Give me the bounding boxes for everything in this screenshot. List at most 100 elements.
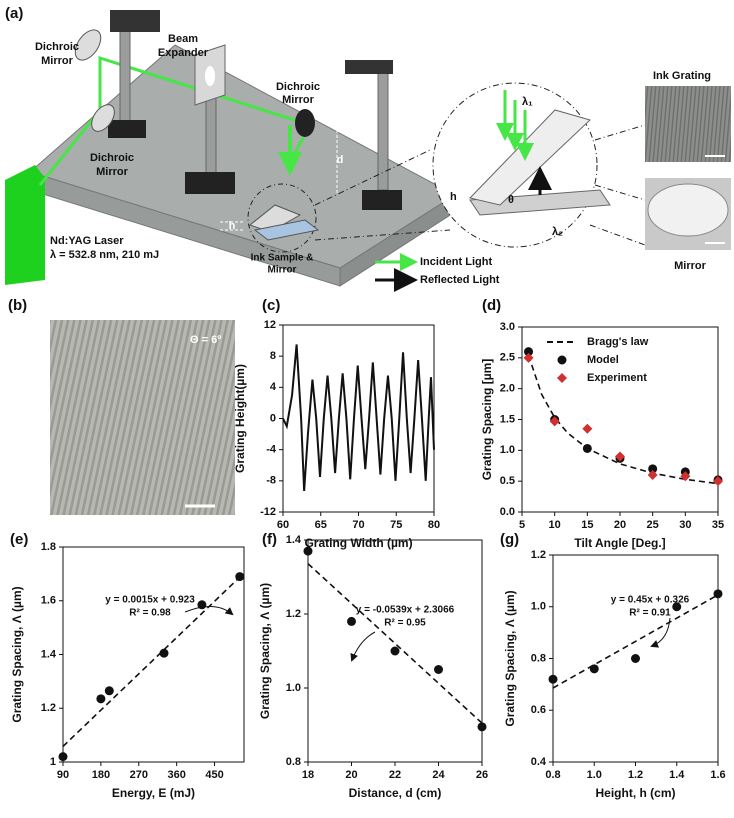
panel-label: (f)	[262, 531, 277, 548]
y-tick-label: 1	[50, 756, 56, 768]
y-tick-label: 0.8	[286, 756, 301, 768]
y-tick-label: 12	[264, 319, 276, 331]
legend-label: Reflected Light	[420, 274, 500, 286]
x-tick-label: 26	[476, 769, 488, 781]
annotation-arrow	[184, 606, 234, 616]
label: Mirror	[674, 260, 707, 272]
data-point	[434, 665, 443, 674]
x-tick-label: 1.0	[587, 769, 602, 781]
data-point	[303, 546, 313, 556]
x-tick-label: 18	[302, 769, 314, 781]
series-line	[62, 576, 241, 747]
y-tick-label: 1.2	[531, 549, 546, 561]
panel-label: (e)	[10, 531, 28, 548]
x-tick-label: 35	[712, 519, 724, 531]
y-axis-label: Grating Spacing [µm]	[480, 359, 494, 481]
y-tick-label: 0	[270, 412, 276, 424]
data-point	[648, 464, 658, 474]
legend-label: Bragg's law	[587, 336, 649, 348]
annotation: y = -0.0539x + 2.3066	[356, 605, 455, 616]
x-tick-label: 22	[389, 769, 401, 781]
label: Dichroic	[276, 81, 320, 93]
x-axis-label: Distance, d (cm)	[349, 786, 442, 800]
data-point	[159, 648, 169, 658]
x-tick-label: 180	[92, 769, 110, 781]
x-tick-label: 65	[315, 519, 327, 531]
x-tick-label: 450	[205, 769, 223, 781]
annotation-arrow	[650, 617, 671, 648]
data-point	[477, 722, 487, 732]
data-point	[582, 443, 592, 453]
y-tick-label: 0.8	[531, 652, 546, 664]
x-tick-label: 25	[647, 519, 659, 531]
y-tick-label: 1.0	[500, 444, 515, 456]
y-tick-label: -12	[260, 506, 276, 518]
x-tick-label: 270	[130, 769, 148, 781]
y-tick-label: 1.4	[286, 534, 302, 546]
label: θ	[508, 194, 514, 206]
y-tick-label: 0.4	[531, 756, 547, 768]
y-tick-label: 4	[270, 381, 277, 393]
label: Mirror	[96, 166, 129, 178]
x-axis-label: Tilt Angle [Deg.]	[574, 536, 665, 550]
legend-label: Model	[587, 354, 619, 366]
annotation: R² = 0.91	[629, 608, 671, 619]
plot-frame	[62, 546, 245, 763]
x-axis-label: Grating Width (µm)	[304, 536, 412, 550]
label: h	[229, 220, 236, 232]
annotation-arrow	[350, 631, 376, 662]
y-tick-label: 1.2	[286, 608, 301, 620]
panel-label: (d)	[482, 297, 501, 314]
label: Expander	[158, 47, 209, 59]
x-tick-label: 20	[614, 519, 626, 531]
panel-label: (g)	[500, 531, 519, 548]
x-tick-label: 0.8	[545, 769, 560, 781]
x-tick-label: 5	[519, 519, 525, 531]
y-tick-label: 1.6	[41, 595, 56, 607]
annotation: y = 0.0015x + 0.923	[105, 595, 195, 606]
setup-illustration	[5, 10, 731, 292]
label: λ = 532.8 nm, 210 mJ	[50, 249, 159, 261]
series-line	[552, 594, 719, 689]
legend-label: Experiment	[587, 372, 647, 384]
y-axis-label: Grating Spacing, Λ (µm)	[10, 586, 24, 722]
y-axis-label: Grating Height(µm)	[233, 364, 247, 473]
data-point	[582, 423, 593, 434]
x-tick-label: 360	[167, 769, 185, 781]
y-tick-label: 3.0	[500, 321, 515, 333]
panel-label: (a)	[5, 5, 23, 22]
annotation: R² = 0.95	[384, 618, 426, 629]
data-point	[631, 654, 640, 663]
label: Ink Grating	[653, 70, 711, 82]
x-tick-label: 70	[352, 519, 364, 531]
y-tick-label: 1.5	[500, 413, 515, 425]
legend-swatch	[557, 373, 567, 383]
label: h	[450, 191, 457, 203]
x-tick-label: 1.6	[710, 769, 725, 781]
x-axis-label: Energy, E (mJ)	[112, 786, 195, 800]
label: Mirror	[268, 265, 297, 276]
x-tick-label: 1.4	[669, 769, 685, 781]
data-point	[549, 416, 560, 427]
x-tick-label: 90	[57, 769, 69, 781]
label: λ₁	[522, 96, 533, 108]
x-tick-label: 20	[345, 769, 357, 781]
label: Dichroic	[35, 41, 79, 53]
y-tick-label: -8	[266, 475, 276, 487]
x-tick-label: 15	[581, 519, 593, 531]
x-tick-label: 75	[390, 519, 402, 531]
y-tick-label: 1.0	[286, 682, 301, 694]
data-point	[680, 471, 691, 482]
data-point	[58, 752, 68, 762]
data-point	[96, 694, 106, 704]
data-point	[390, 646, 400, 656]
data-point	[713, 589, 723, 599]
data-point	[524, 347, 534, 357]
y-tick-label: 0.6	[531, 704, 546, 716]
label: Mirror	[282, 94, 315, 106]
y-tick-label: 2.5	[500, 352, 515, 364]
label: Mirror	[41, 55, 74, 67]
y-tick-label: 0.5	[500, 475, 515, 487]
series-line	[307, 563, 483, 724]
panel-label: (b)	[8, 297, 27, 314]
